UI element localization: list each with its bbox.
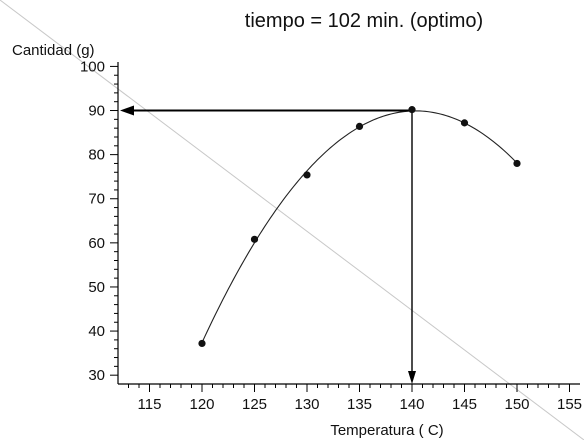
data-point xyxy=(355,122,364,130)
data-point xyxy=(250,235,259,243)
y-tick-label: 70 xyxy=(88,191,105,208)
fit-curve xyxy=(201,110,518,343)
horizontal-arrow-head xyxy=(120,105,134,116)
data-point xyxy=(408,106,416,114)
y-tick-label: 80 xyxy=(88,147,105,164)
data-point xyxy=(513,159,521,168)
vertical-arrow-head xyxy=(408,371,416,384)
x-tick-label: 125 xyxy=(242,396,267,413)
x-tick-label: 115 xyxy=(138,396,162,413)
y-tick-label: 30 xyxy=(88,367,105,384)
x-tick-label: 140 xyxy=(399,396,424,413)
y-tick-label: 100 xyxy=(80,58,105,75)
data-point xyxy=(460,119,469,127)
data-point xyxy=(303,171,311,179)
y-tick-label: 50 xyxy=(88,279,105,296)
data-point xyxy=(198,339,206,348)
x-tick-label: 145 xyxy=(452,396,477,413)
y-tick-label: 40 xyxy=(88,323,105,340)
x-tick-label: 120 xyxy=(189,396,214,413)
x-axis-label: Temperatura ( C) xyxy=(330,422,443,439)
y-tick-label: 90 xyxy=(88,103,105,120)
chart-title: tiempo = 102 min. (optimo) xyxy=(245,10,483,32)
x-tick-label: 150 xyxy=(504,396,529,413)
y-axis-label: Cantidad (g) xyxy=(12,42,95,59)
tick-marks xyxy=(110,65,570,392)
x-tick-label: 155 xyxy=(557,396,582,413)
x-tick-label: 135 xyxy=(347,396,372,413)
tick-labels: 30 40 50 60 70 80 90 100 115 120 125 130 135 140 145 15… xyxy=(80,58,582,413)
y-tick-label: 60 xyxy=(88,235,105,252)
optimum-arrows xyxy=(120,105,416,384)
x-tick-label: 130 xyxy=(294,396,319,413)
data-points xyxy=(198,106,521,348)
